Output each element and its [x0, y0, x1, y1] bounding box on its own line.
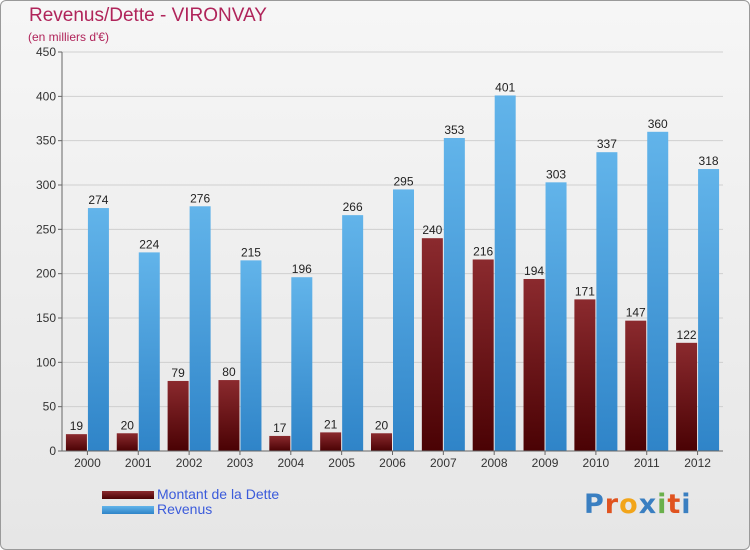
data-label-dette: 20: [375, 418, 389, 432]
bar-revenus: [596, 152, 618, 451]
logo-letter: P: [584, 489, 605, 520]
x-tick-label: 2003: [227, 456, 254, 470]
x-tick-label: 2008: [481, 456, 508, 470]
legend-swatch-revenus: [102, 506, 154, 514]
bar-dette: [371, 433, 392, 451]
bar-revenus: [342, 215, 364, 451]
bar-dette: [116, 433, 138, 451]
x-tick-label: 2002: [176, 456, 203, 470]
data-label-dette: 20: [121, 418, 135, 432]
bar-revenus: [87, 208, 109, 451]
proxiti-logo: Proxiti: [584, 489, 692, 520]
data-label-dette: 17: [273, 421, 287, 435]
y-tick-label: 300: [36, 178, 56, 192]
bar-dette: [269, 435, 291, 451]
x-tick-label: 2000: [74, 456, 101, 470]
y-tick-label: 50: [43, 400, 57, 414]
bar-revenus: [138, 252, 160, 451]
data-label-revenus: 215: [241, 245, 261, 259]
bar-dette: [625, 320, 647, 451]
data-label-dette: 21: [324, 417, 338, 431]
x-tick-label: 2004: [277, 456, 304, 470]
data-label-revenus: 295: [393, 174, 413, 188]
bar-revenus: [189, 206, 211, 451]
x-tick-label: 2012: [684, 456, 711, 470]
data-label-dette: 80: [222, 365, 236, 379]
bar-dette: [65, 434, 87, 451]
data-label-revenus: 224: [139, 237, 159, 251]
data-label-dette: 122: [677, 328, 697, 342]
bar-dette: [574, 299, 596, 451]
logo-letter: o: [619, 489, 639, 520]
data-label-dette: 79: [171, 366, 185, 380]
data-label-revenus: 401: [495, 80, 515, 94]
grid-lines: [62, 51, 723, 408]
y-tick-label: 400: [36, 89, 56, 103]
data-label-revenus: 276: [190, 191, 210, 205]
bar-dette: [167, 380, 189, 451]
x-tick-label: 2010: [583, 456, 610, 470]
bars: [65, 95, 720, 452]
logo-letter: x: [638, 489, 658, 520]
bar-revenus: [291, 277, 313, 451]
data-label-dette: 240: [422, 223, 442, 237]
x-tick-label: 2011: [634, 456, 660, 470]
data-label-revenus: 196: [292, 262, 312, 276]
logo-letter: i: [681, 489, 692, 520]
y-tick-label: 450: [36, 45, 56, 59]
y-tick-label: 350: [36, 134, 56, 148]
y-tick-label: 100: [36, 355, 56, 369]
y-tick-label: 200: [36, 267, 56, 281]
chart-title: Revenus/Dette - VIRONVAY: [29, 5, 267, 26]
bar-revenus: [647, 131, 669, 452]
x-tick-label: 2005: [328, 456, 355, 470]
data-label-dette: 19: [70, 419, 84, 433]
bar-dette: [676, 342, 698, 451]
legend-swatch-dette: [102, 491, 154, 499]
bar-dette: [320, 432, 342, 451]
data-label-dette: 147: [626, 306, 646, 320]
y-tick-label: 0: [49, 444, 56, 458]
chart-subtitle: (en milliers d'€): [28, 30, 109, 44]
logo-letter: t: [667, 489, 682, 520]
x-tick-label: 2009: [532, 456, 559, 470]
x-tick-label: 2001: [125, 456, 152, 470]
data-label-revenus: 274: [88, 193, 108, 207]
legend-label-revenus: Revenus: [157, 501, 213, 517]
logo-letter: r: [604, 489, 620, 520]
bar-dette: [472, 259, 494, 451]
data-label-dette: 171: [575, 284, 595, 298]
data-label-revenus: 266: [343, 200, 363, 214]
bar-revenus: [494, 95, 516, 452]
bar-revenus: [698, 169, 720, 452]
legend-label-dette: Montant de la Dette: [157, 486, 280, 502]
y-tick-label: 250: [36, 222, 56, 236]
data-label-dette: 216: [473, 244, 493, 258]
data-label-revenus: 337: [597, 137, 617, 151]
bar-revenus: [545, 182, 567, 451]
data-labels: 19 274 20 224 79 276 80 215 17 196 21 266 20 295 240 35…: [70, 80, 719, 434]
data-label-revenus: 353: [444, 123, 464, 137]
bar-dette: [523, 278, 545, 451]
data-label-revenus: 303: [546, 167, 566, 181]
data-label-revenus: 360: [648, 117, 668, 131]
axes: 0 50 100 150 200 250 300 350 400 450 2000 2001 2002 2…: [36, 45, 723, 470]
logo-letter: i: [657, 489, 668, 520]
bar-dette: [421, 238, 443, 451]
bar-revenus: [240, 260, 262, 451]
bar-revenus: [393, 189, 414, 451]
bar-revenus: [443, 138, 465, 452]
data-label-dette: 194: [524, 264, 544, 278]
x-tick-label: 2006: [379, 456, 406, 470]
x-tick-label: 2007: [430, 456, 457, 470]
bar-dette: [218, 380, 240, 451]
y-tick-label: 150: [36, 311, 56, 325]
data-label-revenus: 318: [699, 154, 719, 168]
